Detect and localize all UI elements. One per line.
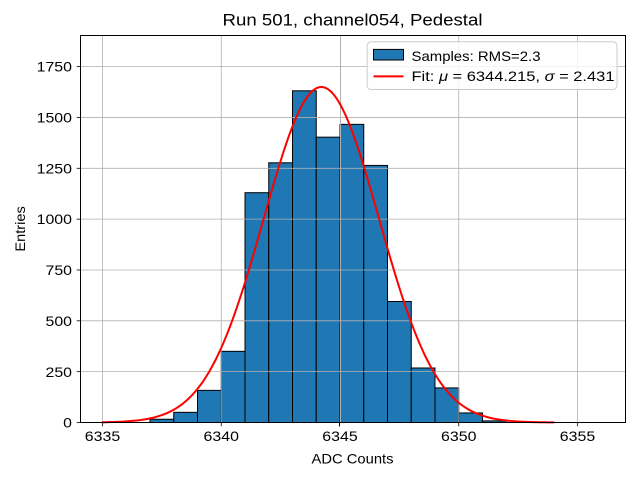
svg-text:0: 0 — [63, 415, 72, 431]
svg-text:1250: 1250 — [37, 160, 73, 176]
svg-text:6355: 6355 — [560, 428, 596, 444]
svg-text:6340: 6340 — [204, 428, 240, 444]
svg-text:1500: 1500 — [37, 110, 73, 126]
svg-text:500: 500 — [46, 313, 73, 329]
svg-text:6345: 6345 — [322, 428, 358, 444]
svg-text:250: 250 — [46, 364, 73, 380]
svg-text:Run 501, channel054, Pedestal: Run 501, channel054, Pedestal — [223, 11, 483, 30]
svg-text:Entries: Entries — [12, 206, 28, 252]
svg-text:ADC Counts: ADC Counts — [312, 451, 394, 467]
svg-text:1750: 1750 — [37, 59, 73, 75]
svg-text:750: 750 — [46, 262, 73, 278]
svg-text:6350: 6350 — [441, 428, 477, 444]
svg-text:Samples: RMS=2.3: Samples: RMS=2.3 — [412, 48, 541, 64]
svg-text:Fit: μ = 6344.215, σ = 2.431: Fit: μ = 6344.215, σ = 2.431 — [412, 68, 615, 84]
svg-text:6335: 6335 — [85, 428, 121, 444]
svg-text:1000: 1000 — [37, 211, 73, 227]
